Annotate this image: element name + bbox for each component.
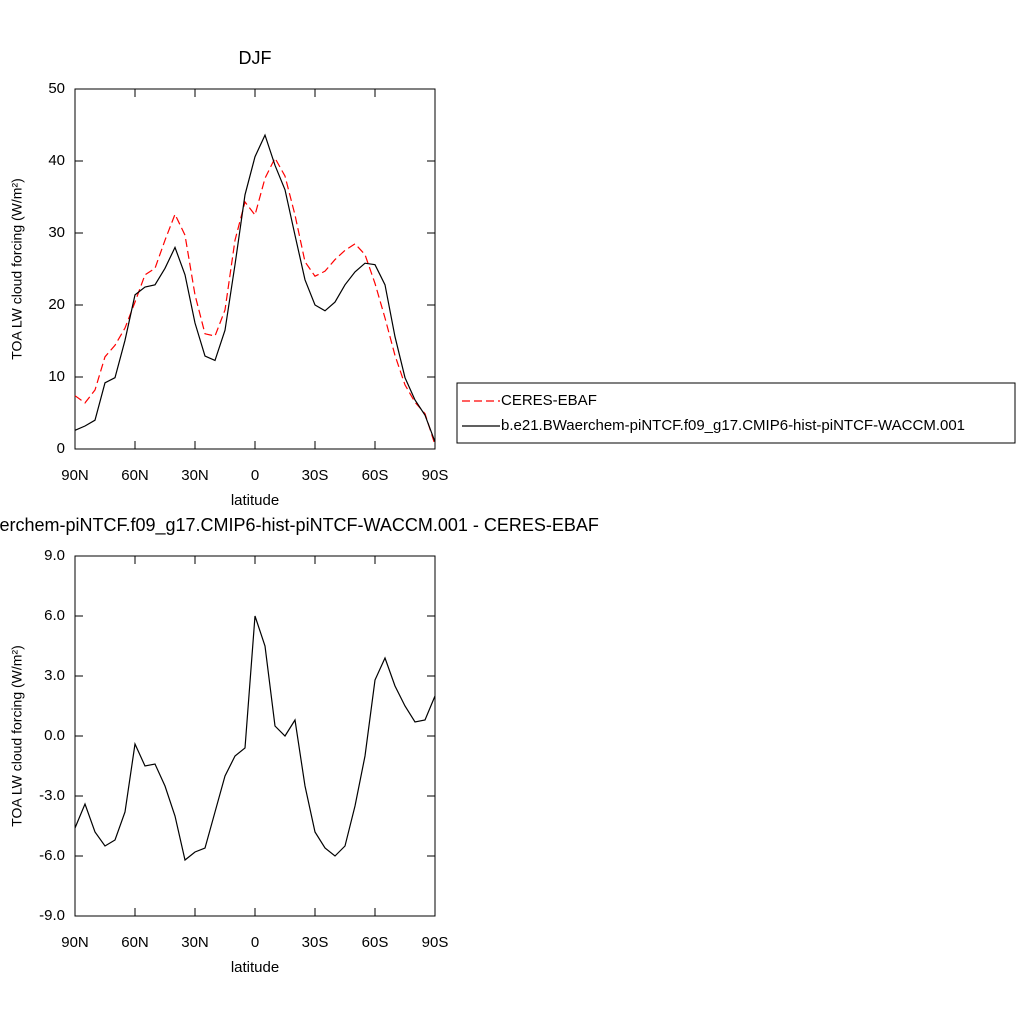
x-tick-label: 60N — [121, 467, 149, 484]
x-tick-label: 90N — [61, 467, 89, 484]
y-tick-label: 0 — [57, 440, 65, 457]
legend-label: b.e21.BWaerchem-piNTCF.f09_g17.CMIP6-his… — [501, 417, 965, 434]
legend-label: CERES-EBAF — [501, 392, 597, 409]
plot-frame — [74, 555, 436, 917]
x-tick-label: 60S — [362, 934, 389, 951]
x-tick-label: 30N — [181, 934, 209, 951]
y-tick-label: 3.0 — [44, 667, 65, 684]
y-tick-label: 30 — [48, 224, 65, 241]
x-tick-label: 0 — [251, 934, 259, 951]
x-axis-label: latitude — [231, 959, 279, 976]
chart-title: b.e21.BWaerchem-piNTCF.f09_g17.CMIP6-his… — [0, 515, 599, 536]
chart-title: DJF — [239, 48, 272, 68]
y-tick-label: 50 — [48, 80, 65, 97]
y-tick-label: -6.0 — [39, 847, 65, 864]
y-tick-label: 9.0 — [44, 547, 65, 564]
legend-box — [456, 382, 1016, 444]
x-tick-label: 30S — [302, 934, 329, 951]
y-axis-label: TOA LW cloud forcing (W/m²) — [9, 645, 25, 827]
x-tick-label: 30S — [302, 467, 329, 484]
y-tick-label: 20 — [48, 296, 65, 313]
x-tick-label: 0 — [251, 467, 259, 484]
y-tick-label: 6.0 — [44, 607, 65, 624]
x-tick-label: 90N — [61, 934, 89, 951]
plot-frame — [74, 88, 436, 450]
y-tick-label: -9.0 — [39, 907, 65, 924]
x-tick-label: 60S — [362, 467, 389, 484]
x-tick-label: 90S — [422, 934, 449, 951]
x-tick-label: 30N — [181, 467, 209, 484]
y-tick-label: 40 — [48, 152, 65, 169]
data-line — [74, 133, 436, 443]
y-tick-label: -3.0 — [39, 787, 65, 804]
y-tick-label: 10 — [48, 368, 65, 385]
x-tick-label: 60N — [121, 934, 149, 951]
x-axis-label: latitude — [231, 492, 279, 509]
data-line — [74, 615, 436, 862]
y-tick-label: 0.0 — [44, 727, 65, 744]
y-axis-label: TOA LW cloud forcing (W/m²) — [9, 178, 25, 360]
x-tick-label: 90S — [422, 467, 449, 484]
data-line — [74, 156, 436, 445]
